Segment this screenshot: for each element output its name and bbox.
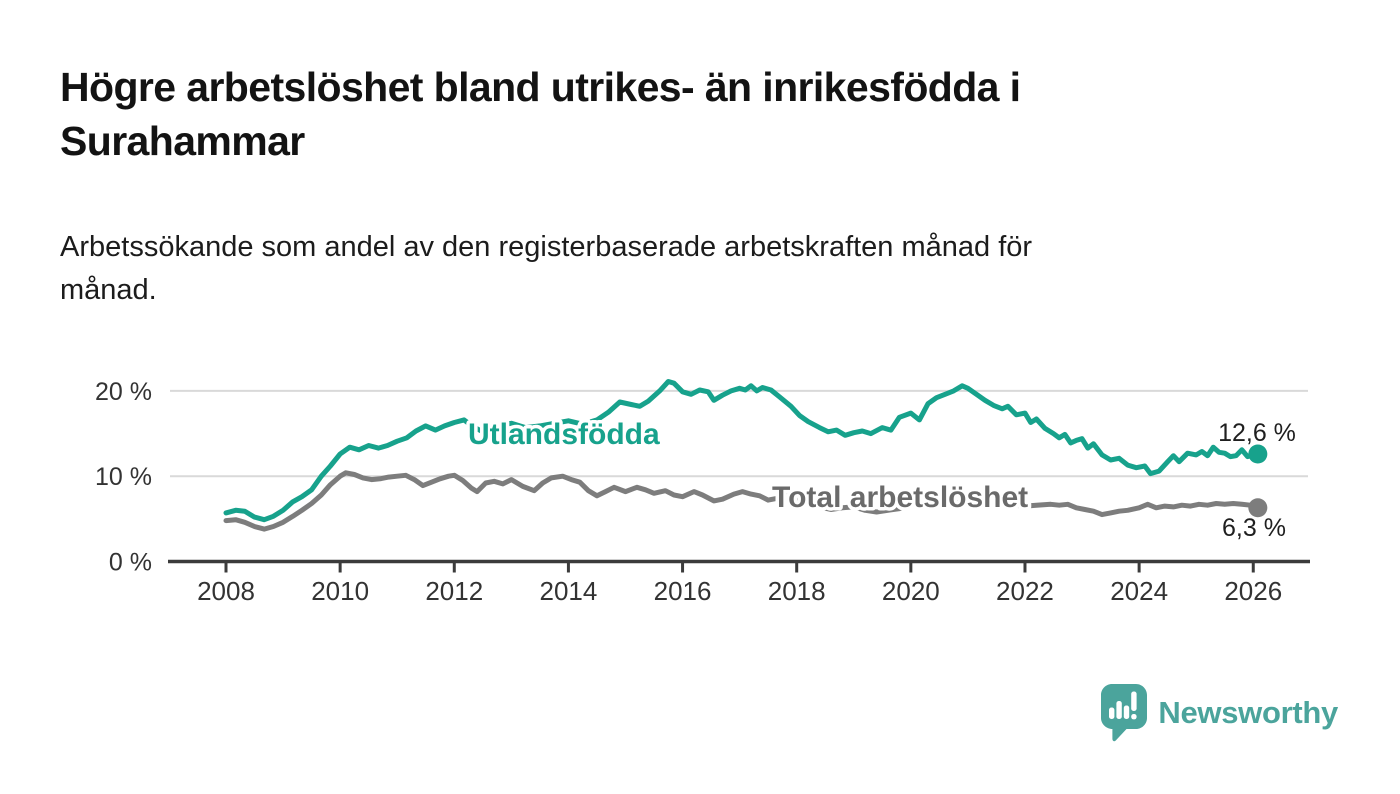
newsworthy-wordmark: Newsworthy (1158, 695, 1338, 730)
end-dot-total-arbetsloshet (1248, 498, 1268, 518)
x-axis-label-2020: 2020 (882, 576, 940, 606)
end-dot-utlandsfodda (1248, 444, 1268, 464)
bar-tall (1116, 701, 1123, 719)
series-line-total-arbetsloshet (223, 470, 1261, 532)
end-value-label-utlandsfodda: 12,6 % (1218, 419, 1296, 447)
x-axis-label-2008: 2008 (197, 576, 255, 606)
y-axis-label-20: 20 % (95, 378, 152, 406)
exclamation-dot (1131, 714, 1137, 720)
bar-medium (1124, 705, 1130, 719)
series-line-utlandsfodda (223, 379, 1261, 523)
series-label-total-arbetsloshet: Total arbetslöshet (772, 481, 1028, 514)
newsworthy-logo: Newsworthy (1101, 684, 1338, 742)
x-axis-label-2010: 2010 (311, 576, 369, 606)
bar-small (1109, 707, 1115, 719)
chart-title: Högre arbetslöshet bland utrikes- än inr… (60, 60, 1350, 168)
chart-subtitle: Arbetssökande som andel av den registerb… (60, 226, 1350, 312)
x-axis-label-2012: 2012 (425, 576, 483, 606)
chart-title-line2: Surahammar (60, 118, 305, 164)
speech-bubble-chart-icon (1101, 684, 1148, 742)
chart-subtitle-line1: Arbetssökande som andel av den registerb… (60, 231, 1033, 263)
chart-title-line1: Högre arbetslöshet bland utrikes- än inr… (60, 64, 1021, 110)
x-axis-label-2024: 2024 (1110, 576, 1168, 606)
series-label-utlandsfodda: Utlandsfödda (468, 418, 660, 451)
y-axis-label-10: 10 % (95, 463, 152, 491)
chart-subtitle-line2: månad. (60, 274, 157, 306)
end-value-label-total-arbetsloshet: 6,3 % (1222, 514, 1286, 542)
y-axis-label-0: 0 % (109, 549, 152, 577)
x-axis-label-2018: 2018 (768, 576, 826, 606)
x-axis-label-2022: 2022 (996, 576, 1054, 606)
x-axis-label-2014: 2014 (539, 576, 597, 606)
x-axis-label-2016: 2016 (654, 576, 712, 606)
x-axis-label-2026: 2026 (1224, 576, 1282, 606)
exclamation-bar (1131, 691, 1137, 711)
